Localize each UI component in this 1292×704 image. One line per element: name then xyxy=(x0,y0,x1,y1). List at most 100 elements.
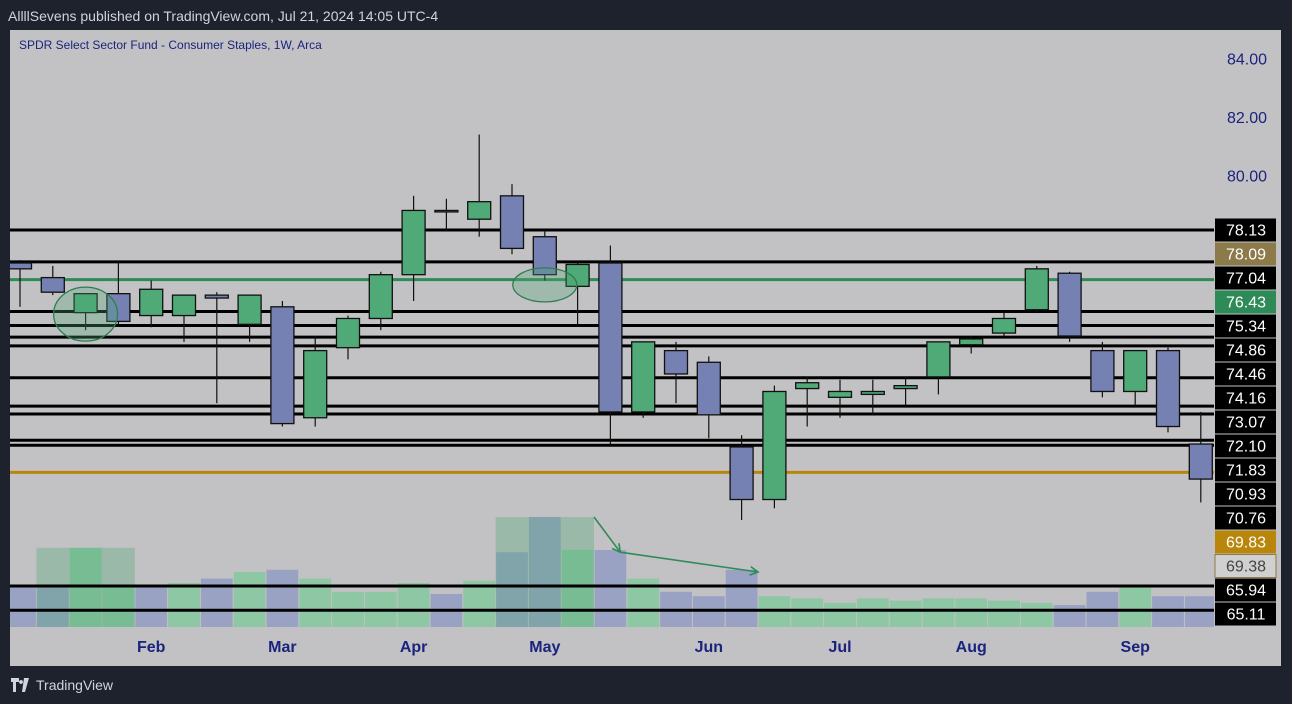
price-level-label: 69.83 xyxy=(1226,535,1266,552)
time-axis-label: Aug xyxy=(956,639,987,656)
price-level-label-bg xyxy=(1215,458,1276,482)
volume-bar xyxy=(528,517,561,627)
price-level-label-bg xyxy=(1215,434,1276,458)
price-level-label: 74.46 xyxy=(1226,367,1266,384)
volume-bar xyxy=(1053,605,1086,627)
price-level-label-bg xyxy=(1215,530,1276,554)
price-level-label: 73.07 xyxy=(1226,415,1266,432)
candle-body xyxy=(1123,349,1148,393)
price-level-label-bg xyxy=(1215,314,1276,338)
volume-bar xyxy=(168,583,200,627)
candle-body xyxy=(991,317,1017,334)
price-level-label-bg xyxy=(1215,290,1276,314)
arrow-line xyxy=(593,516,621,553)
candle-body xyxy=(1024,268,1049,311)
price-level-label: 69.38 xyxy=(1226,559,1266,576)
candle-body xyxy=(171,294,197,317)
candle-body xyxy=(204,294,229,299)
price-level-label-bg xyxy=(1215,338,1276,362)
price-level-label-bg xyxy=(1215,242,1276,266)
volume-bar xyxy=(102,585,135,627)
candle-body xyxy=(959,338,984,346)
price-level-label-bg xyxy=(1215,386,1276,410)
volume-bar xyxy=(1020,602,1053,627)
highlight-ellipse xyxy=(52,286,119,342)
candle-body xyxy=(762,390,787,501)
candle-body xyxy=(926,341,951,378)
price-level-label-bg xyxy=(1215,266,1276,290)
candle-body xyxy=(237,294,262,325)
candle-body xyxy=(499,195,525,250)
volume-highlight-box xyxy=(495,517,594,627)
volume-bar xyxy=(791,598,824,627)
volume-bar xyxy=(988,600,1020,627)
volume-bar xyxy=(1119,587,1152,627)
candle-body xyxy=(401,209,426,276)
time-axis-label: Sep xyxy=(1121,639,1151,656)
price-chart[interactable]: 84.00 82.00 80.00 78.13 78.09 77.04 76.43 75.34… xyxy=(10,30,1281,666)
candle-body xyxy=(663,349,689,375)
time-axis-label: Jun xyxy=(695,639,723,656)
candle-body xyxy=(270,306,295,425)
volume-bar xyxy=(824,602,856,627)
arrow-line xyxy=(620,551,759,573)
price-level-label-bg xyxy=(1215,482,1276,506)
price-level-label-bg xyxy=(1215,506,1276,530)
price-level-label-bg xyxy=(1214,554,1277,579)
candle-body xyxy=(303,349,328,419)
candle-body xyxy=(532,236,557,276)
candle-body xyxy=(73,293,98,314)
candle-body xyxy=(598,262,623,413)
volume-bar xyxy=(135,585,168,627)
candle-body xyxy=(1057,272,1082,337)
price-level-label: 71.83 xyxy=(1226,463,1266,480)
time-axis-label: Apr xyxy=(400,639,428,656)
candle-body xyxy=(565,263,590,288)
volume-bar xyxy=(725,569,758,627)
candle-body xyxy=(368,274,393,320)
volume-bar xyxy=(889,600,922,627)
chart-title: SPDR Select Sector Fund - Consumer Stapl… xyxy=(19,38,322,52)
volume-bar xyxy=(463,580,496,627)
candle-body xyxy=(893,384,918,390)
volume-bar xyxy=(10,585,36,627)
candle-body xyxy=(631,341,656,413)
price-level-label: 74.16 xyxy=(1226,391,1266,408)
volume-bar xyxy=(397,583,430,627)
volume-bar xyxy=(266,569,299,627)
time-axis-label: Jul xyxy=(828,639,851,656)
price-level-label: 78.09 xyxy=(1226,247,1266,264)
tradingview-logo-icon xyxy=(11,678,29,692)
price-tick-label: 80.00 xyxy=(1227,168,1267,185)
time-axis[interactable]: Feb Mar Apr May Jun Jul Aug Sep xyxy=(137,639,1150,656)
candle-body xyxy=(729,446,754,501)
publish-header: AllllSevens published on TradingView.com… xyxy=(0,0,1292,30)
price-level-label: 65.94 xyxy=(1226,583,1266,600)
candle-body xyxy=(860,390,885,396)
candle-body xyxy=(827,390,853,398)
price-level-label: 65.11 xyxy=(1227,607,1266,624)
candle-body xyxy=(139,288,164,317)
price-level-label-bg xyxy=(1215,602,1276,626)
candle-body xyxy=(467,201,492,220)
footer-brand: TradingView xyxy=(36,677,114,693)
volume-bar xyxy=(922,598,955,627)
price-level-label: 70.76 xyxy=(1226,511,1266,528)
candle-body xyxy=(434,209,459,213)
candle-body xyxy=(696,361,721,416)
publish-info-text: AllllSevens published on TradingView.com… xyxy=(8,8,439,24)
price-level-label: 76.43 xyxy=(1226,295,1266,312)
annotation-layer-front xyxy=(52,267,760,576)
candle-body xyxy=(1188,443,1213,480)
volume-bar xyxy=(233,572,266,627)
candle-body xyxy=(40,276,65,293)
time-axis-label: Mar xyxy=(268,639,296,656)
price-level-label: 72.10 xyxy=(1226,439,1266,456)
time-axis-label: Feb xyxy=(137,639,166,656)
candle-body xyxy=(1155,349,1181,428)
price-tick-label: 84.00 xyxy=(1227,52,1267,69)
candlestick-series xyxy=(10,134,1213,520)
price-tick-label: 82.00 xyxy=(1227,110,1267,127)
candle-body xyxy=(10,262,33,270)
price-level-label: 74.86 xyxy=(1226,343,1266,360)
